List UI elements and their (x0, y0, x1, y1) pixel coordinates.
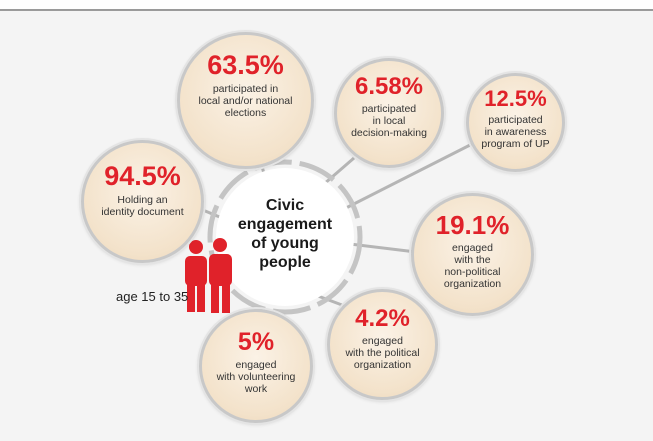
people-icon (185, 238, 232, 313)
top-bar (0, 0, 653, 11)
stat-label: engaged with volunteering work (216, 359, 296, 395)
stat-value: 4.2% (355, 305, 410, 332)
stat-label: participated in local decision-making (351, 103, 427, 139)
connector-awareness (341, 140, 477, 212)
center-title: Civic engagement of young people (237, 197, 333, 271)
age-range-label: age 15 to 35 (116, 289, 189, 304)
stat-value: 94.5% (104, 161, 181, 191)
stat-bubble-elections: 63.5% participated in local and/or natio… (177, 32, 314, 169)
connector-decision (323, 156, 355, 186)
stat-bubble-political: 4.2% engaged with the political organiza… (327, 289, 438, 400)
stat-bubble-awareness: 12.5% participated in awareness program … (466, 73, 565, 172)
center-ring (207, 159, 363, 315)
stat-label: Holding an identity document (101, 194, 184, 218)
stat-label: engaged with the political organization (345, 335, 420, 371)
stat-bubble-decision-making: 6.58% participated in local decision-mak… (334, 58, 444, 168)
center-circle (216, 168, 354, 306)
stat-label: engaged with the non-political organizat… (443, 242, 502, 290)
stat-bubble-identity: 94.5% Holding an identity document (81, 140, 204, 263)
stat-value: 19.1% (435, 210, 510, 240)
stat-label: participated in awareness program of UP (481, 114, 550, 150)
stat-value: 6.58% (354, 73, 424, 100)
stat-bubble-non-political: 19.1% engaged with the non-political org… (411, 193, 534, 316)
stat-label: participated in local and/or national el… (198, 83, 293, 119)
stat-value: 12.5% (484, 86, 547, 111)
stat-value: 63.5% (207, 50, 284, 80)
stat-value: 5% (237, 328, 275, 356)
stat-bubble-volunteering: 5% engaged with volunteering work (199, 309, 313, 423)
